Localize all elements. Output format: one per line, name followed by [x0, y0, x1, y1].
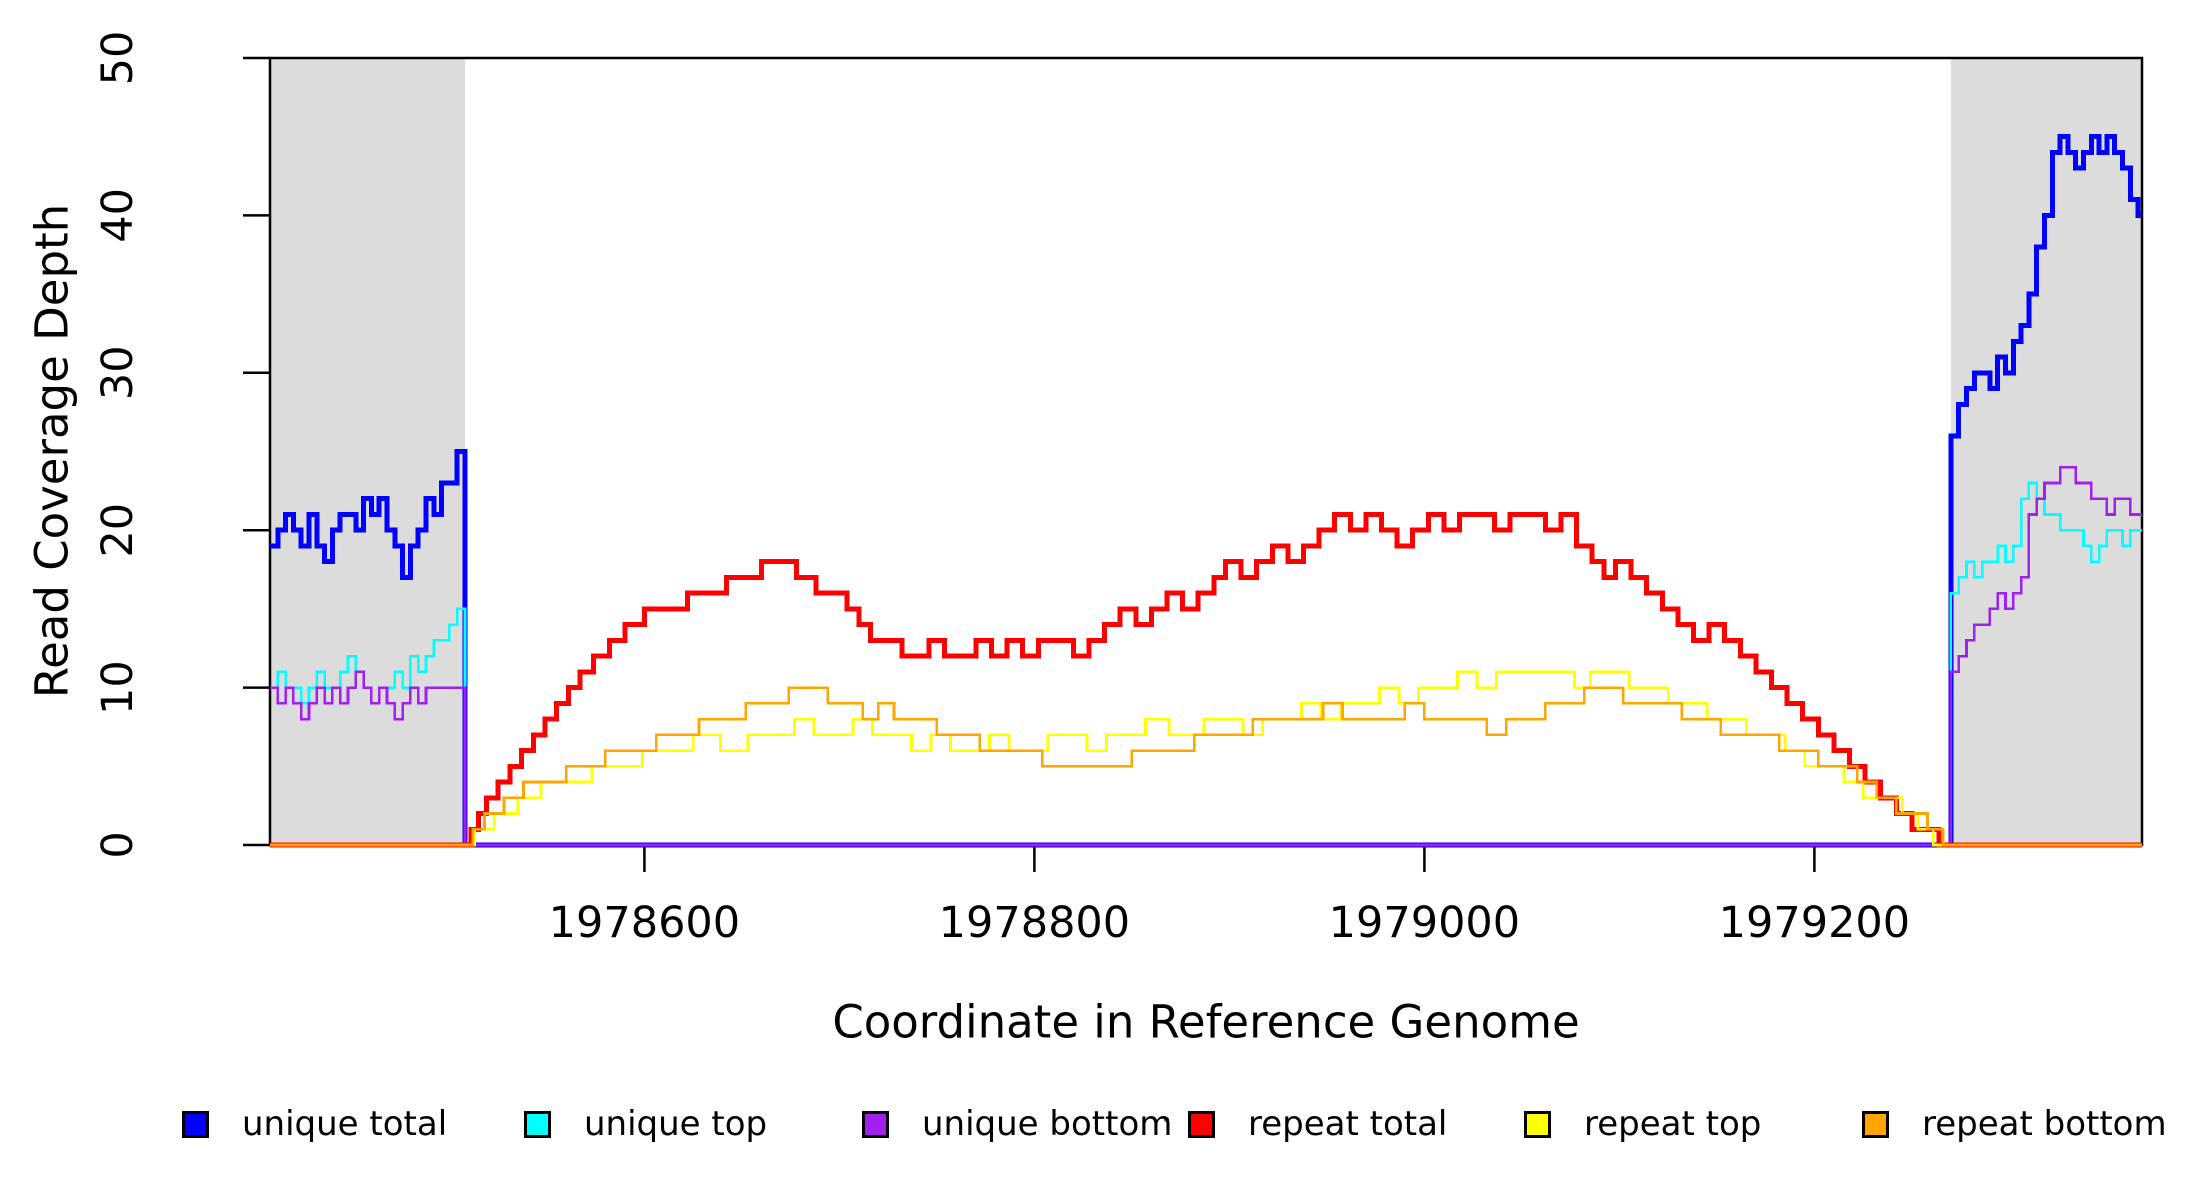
legend-swatch-repeat-total: [1188, 1110, 1215, 1138]
legend: unique total unique top unique bottom re…: [0, 1102, 2200, 1146]
x-tick-label: 1979200: [1719, 898, 1911, 948]
stray-mark: [1164, 1117, 1169, 1122]
legend-item-repeat-bottom: repeat bottom: [1862, 1102, 2167, 1146]
legend-item-unique-top: unique top: [524, 1102, 767, 1146]
y-tick-label: 10: [93, 660, 143, 715]
x-tick-label: 1979000: [1329, 898, 1521, 948]
legend-item-repeat-top: repeat top: [1524, 1102, 1761, 1146]
y-tick-label: 0: [93, 831, 143, 858]
legend-swatch-repeat-top: [1524, 1110, 1551, 1138]
legend-label: unique bottom: [922, 1104, 1173, 1144]
legend-swatch-unique-top: [524, 1110, 551, 1138]
series-line-repeat-total: [270, 512, 2142, 848]
legend-item-repeat-total: repeat total: [1188, 1102, 1447, 1146]
x-tick-label: 1978600: [549, 898, 741, 948]
series-line-unique-bottom: [270, 465, 2142, 847]
legend-swatch-repeat-bottom: [1862, 1110, 1889, 1138]
legend-label: repeat total: [1248, 1104, 1448, 1144]
legend-item-unique-total: unique total: [182, 1102, 447, 1146]
legend-swatch-unique-total: [182, 1110, 209, 1138]
y-tick-label: 30: [93, 345, 143, 400]
shaded-region-left-unique-flank: [270, 58, 465, 845]
legend-item-unique-bottom: unique bottom: [862, 1102, 1172, 1146]
legend-label: unique total: [242, 1104, 448, 1144]
y-tick-label: 40: [93, 188, 143, 243]
series-line-repeat-top: [270, 670, 2142, 847]
series-line-repeat-bottom: [270, 686, 2142, 847]
x-axis-title: Coordinate in Reference Genome: [832, 995, 1580, 1049]
y-tick-label: 20: [93, 503, 143, 558]
legend-label: unique top: [584, 1104, 768, 1144]
series-line-unique-top: [270, 481, 2142, 847]
legend-label: repeat top: [1584, 1104, 1762, 1144]
x-tick-label: 1978800: [939, 898, 1131, 948]
y-axis-title: Read Coverage Depth: [25, 203, 79, 699]
legend-swatch-unique-bottom: [862, 1110, 889, 1138]
y-tick-label: 50: [93, 31, 143, 86]
series-line-unique-total: [270, 134, 2142, 848]
plot-border: [268, 56, 2144, 847]
legend-label: repeat bottom: [1922, 1104, 2167, 1144]
shaded-region-right-unique-flank: [1950, 58, 2142, 845]
